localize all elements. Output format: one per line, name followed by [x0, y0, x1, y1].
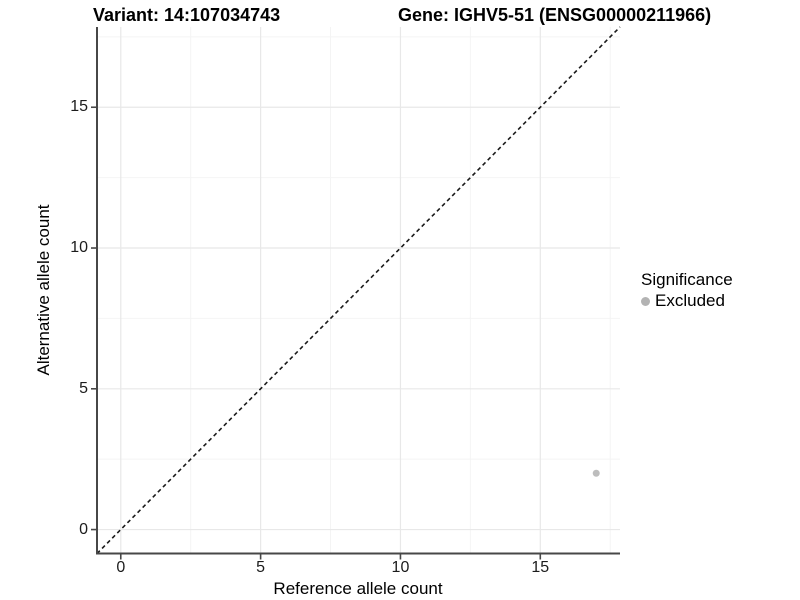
- legend: Significance Excluded: [641, 270, 733, 311]
- y-axis-title: Alternative allele count: [34, 204, 53, 376]
- x-tick-label: 15: [531, 558, 550, 576]
- excluded-point-icon: [641, 296, 650, 306]
- plot-title-variant: Variant: 14:107034743: [93, 5, 281, 25]
- legend-title: Significance: [641, 270, 733, 289]
- legend-item-excluded: Excluded: [641, 291, 733, 311]
- y-tick-label: 0: [79, 520, 88, 538]
- plot-title-gene: Gene: IGHV5-51 (ENSG00000211966): [398, 5, 712, 25]
- data-point-excluded: [592, 469, 600, 477]
- y-tick-label: 15: [70, 98, 88, 116]
- x-axis-title: Reference allele count: [273, 579, 443, 598]
- identity-reference-line: [96, 26, 621, 555]
- y-tick-label: 10: [70, 239, 88, 257]
- x-tick-label: 5: [256, 558, 266, 576]
- x-tick-label: 0: [116, 558, 126, 576]
- legend-item-label: Excluded: [655, 291, 725, 310]
- x-tick-label: 10: [391, 558, 410, 576]
- y-tick-label: 5: [79, 379, 88, 397]
